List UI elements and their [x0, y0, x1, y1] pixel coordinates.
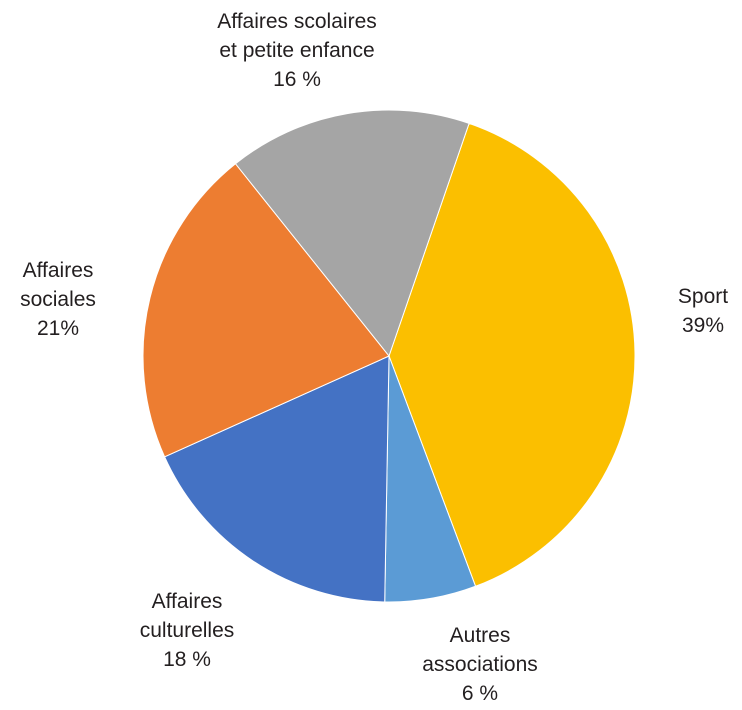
- slice-value-label: 18 %: [163, 648, 211, 671]
- pie-slice-affaires-culturelles: [163, 355, 390, 603]
- slice-label-sport: Sport 39%: [678, 285, 728, 337]
- slice-name-line: sociales: [20, 288, 96, 311]
- slice-label-autres-associations: Autres associations 6 %: [422, 624, 538, 705]
- slice-name-line: Affaires: [152, 590, 223, 613]
- slice-name-line: culturelles: [140, 619, 235, 642]
- pie-slices: [142, 109, 636, 603]
- pie-slice-affaires-scolaires-et-petite-enfance: [234, 109, 470, 358]
- slice-name-line: et petite enfance: [219, 39, 374, 62]
- slice-label-affaires-sociales: Affaires sociales 21%: [20, 259, 96, 340]
- pie-slice-sport: [388, 122, 636, 587]
- slice-name-line: Autres: [450, 624, 511, 647]
- slice-name-line: Affaires: [23, 259, 94, 282]
- slice-label-affaires-culturelles: Affaires culturelles 18 %: [140, 590, 235, 671]
- slice-name-line: associations: [422, 653, 538, 676]
- slice-value-label: 6 %: [462, 682, 498, 705]
- slice-value-label: 16 %: [273, 68, 321, 91]
- slice-name-line: Affaires scolaires: [217, 10, 377, 33]
- slice-name-line: Sport: [678, 285, 728, 308]
- slice-value-label: 21%: [37, 317, 79, 340]
- pie-labels: Sport 39% Autres associations 6 % Affaires cul…: [20, 10, 728, 705]
- pie-slice-affaires-sociales: [142, 163, 390, 458]
- slice-value-label: 39%: [682, 314, 724, 337]
- slice-label-affaires-scolaires-et-petite-enfance: Affaires scolaires et petite enfance 16 %: [217, 10, 377, 91]
